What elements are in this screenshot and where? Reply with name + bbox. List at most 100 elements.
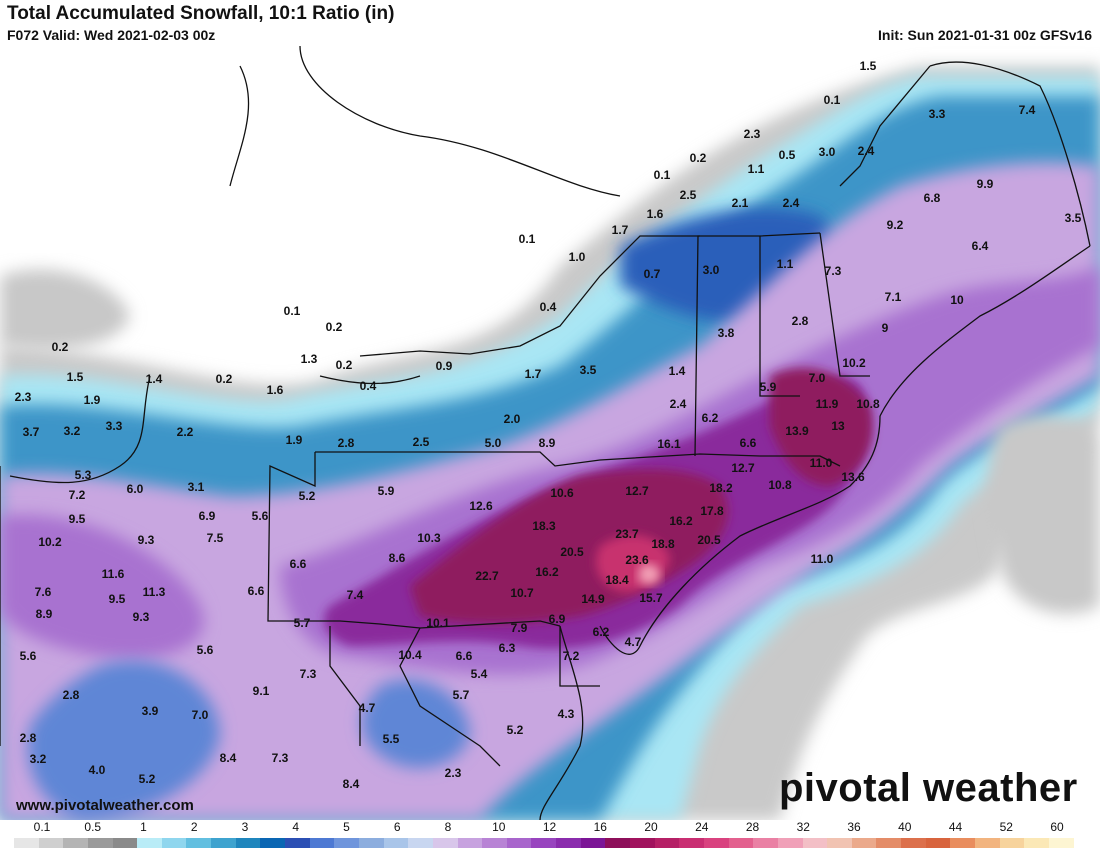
snowfall-value-label: 6.9 bbox=[549, 612, 566, 626]
legend-swatch bbox=[161, 838, 187, 848]
legend-swatch bbox=[457, 838, 483, 848]
snowfall-value-label: 5.3 bbox=[75, 468, 92, 482]
snowfall-value-label: 7.3 bbox=[825, 264, 842, 278]
legend-swatch bbox=[777, 838, 803, 848]
snowfall-value-label: 6.6 bbox=[740, 436, 757, 450]
snowfall-value-label: 3.5 bbox=[1065, 211, 1082, 225]
snowfall-value-label: 10.4 bbox=[398, 648, 422, 662]
snowfall-value-label: 18.4 bbox=[605, 573, 629, 587]
snowfall-value-label: 5.4 bbox=[471, 667, 488, 681]
snowfall-value-label: 10.1 bbox=[426, 616, 450, 630]
snowfall-value-label: 3.9 bbox=[142, 704, 159, 718]
snowfall-value-label: 11.6 bbox=[102, 567, 125, 581]
snowfall-value-label: 6.6 bbox=[456, 649, 473, 663]
website-label[interactable]: www.pivotalweather.com bbox=[16, 797, 194, 814]
snowfall-value-label: 23.7 bbox=[615, 527, 639, 541]
snowfall-value-label: 0.1 bbox=[654, 168, 671, 182]
snowfall-value-label: 2.8 bbox=[20, 731, 37, 745]
snowfall-value-label: 1.0 bbox=[569, 250, 586, 264]
legend-swatch bbox=[950, 838, 975, 848]
snowfall-value-label: 1.1 bbox=[748, 162, 765, 176]
boundaries bbox=[0, 46, 1091, 820]
legend-swatch bbox=[87, 838, 113, 848]
snowfall-value-label: 7.4 bbox=[1019, 103, 1036, 117]
snowfall-value-label: 11.3 bbox=[143, 585, 166, 599]
snowfall-value-label: 5.2 bbox=[507, 723, 524, 737]
snowfall-value-label: 0.2 bbox=[216, 372, 233, 386]
legend-swatch bbox=[851, 838, 877, 848]
snowfall-value-label: 3.3 bbox=[929, 107, 946, 121]
snowfall-value-label: 5.9 bbox=[378, 484, 395, 498]
snowfall-value-label: 16.2 bbox=[669, 514, 693, 528]
snowfall-value-label: 2.4 bbox=[670, 397, 687, 411]
legend-swatch bbox=[260, 838, 286, 848]
snowfall-value-label: 7.0 bbox=[192, 708, 209, 722]
legend-label: 20 bbox=[644, 820, 658, 834]
snowfall-map: 1.5 0.1 3.3 7.4 2.3 0.2 0.5 3.0 2.4 0.1 1.1 9.9 2.5 2… bbox=[0, 46, 1100, 820]
snowfall-value-label: 13.9 bbox=[785, 424, 809, 438]
snowfall-value-label: 6.6 bbox=[248, 584, 265, 598]
snowfall-value-label: 7.2 bbox=[563, 649, 580, 663]
snowfall-value-label: 1.6 bbox=[267, 383, 284, 397]
snowfall-value-label: 6.2 bbox=[593, 625, 610, 639]
snowfall-value-label: 3.5 bbox=[580, 363, 597, 377]
snowfall-value-label: 0.4 bbox=[540, 300, 557, 314]
snowfall-value-label: 2.8 bbox=[338, 436, 355, 450]
legend-label: 0.1 bbox=[33, 820, 51, 834]
snowfall-value-label: 2.5 bbox=[413, 435, 430, 449]
snowfall-value-label: 8.6 bbox=[389, 551, 406, 565]
legend-label: 2 bbox=[190, 820, 198, 834]
snowfall-value-label: 9.5 bbox=[109, 592, 126, 606]
legend-swatch bbox=[211, 838, 236, 848]
snowfall-value-label: 9.3 bbox=[138, 533, 155, 547]
legend-swatch bbox=[876, 838, 902, 848]
map-title: Total Accumulated Snowfall, 10:1 Ratio (… bbox=[7, 3, 395, 24]
snowfall-value-label: 22.7 bbox=[475, 569, 499, 583]
legend-label: 44 bbox=[948, 820, 963, 834]
snowfall-value-label: 7.0 bbox=[809, 371, 826, 385]
snowfall-value-label: 9.9 bbox=[977, 177, 994, 191]
snowfall-value-label: 4.0 bbox=[89, 763, 106, 777]
snowfall-value-label: 5.6 bbox=[20, 649, 37, 663]
snowfall-value-label: 10.2 bbox=[842, 356, 866, 370]
snowfall-value-label: 7.1 bbox=[885, 290, 902, 304]
legend-swatch bbox=[235, 838, 261, 848]
legend-label: 24 bbox=[695, 820, 709, 834]
snowfall-value-label: 3.3 bbox=[106, 419, 123, 433]
snowfall-value-label: 9.5 bbox=[69, 512, 86, 526]
snowfall-value-label: 10.8 bbox=[856, 397, 880, 411]
snowfall-value-label: 17.8 bbox=[700, 504, 724, 518]
legend-swatch bbox=[703, 838, 729, 848]
snowfall-value-label: 5.7 bbox=[294, 616, 311, 630]
legend-swatch bbox=[580, 838, 606, 848]
snowfall-value-label: 5.9 bbox=[760, 380, 777, 394]
snowfall-value-label: 0.9 bbox=[436, 359, 453, 373]
snowfall-value-label: 12.7 bbox=[731, 461, 755, 475]
snowfall-value-label: 11.9 bbox=[816, 397, 839, 411]
snowfall-value-label: 7.4 bbox=[347, 588, 364, 602]
legend-swatch bbox=[999, 838, 1025, 848]
snowfall-value-label: 1.7 bbox=[612, 223, 629, 237]
legend-label: 60 bbox=[1050, 820, 1064, 834]
snowfall-value-label: 2.3 bbox=[15, 390, 32, 404]
snowfall-value-label: 12.6 bbox=[469, 499, 493, 513]
snowfall-value-label: 7.2 bbox=[69, 488, 86, 502]
snowfall-value-label: 7.3 bbox=[300, 667, 317, 681]
snowfall-value-label: 1.4 bbox=[669, 364, 686, 378]
legend-swatch bbox=[1048, 838, 1074, 848]
snowfall-value-label: 7.5 bbox=[207, 531, 224, 545]
snowfall-value-label: 0.1 bbox=[824, 93, 841, 107]
snowfall-value-label: 0.2 bbox=[336, 358, 353, 372]
legend-swatch bbox=[63, 838, 88, 848]
snowfall-value-label: 11.0 bbox=[811, 552, 834, 566]
map-header: Total Accumulated Snowfall, 10:1 Ratio (… bbox=[0, 0, 1100, 46]
snowfall-value-label: 6.6 bbox=[290, 557, 307, 571]
snowfall-value-label: 5.6 bbox=[197, 643, 214, 657]
snowfall-value-label: 1.7 bbox=[525, 367, 542, 381]
snowfall-value-label: 1.4 bbox=[146, 372, 163, 386]
snowfall-value-label: 15.7 bbox=[639, 591, 663, 605]
snowfall-value-label: 2.5 bbox=[680, 188, 697, 202]
legend-swatch bbox=[630, 838, 655, 848]
snowfall-value-label: 3.1 bbox=[188, 480, 205, 494]
snowfall-value-label: 12.7 bbox=[625, 484, 649, 498]
